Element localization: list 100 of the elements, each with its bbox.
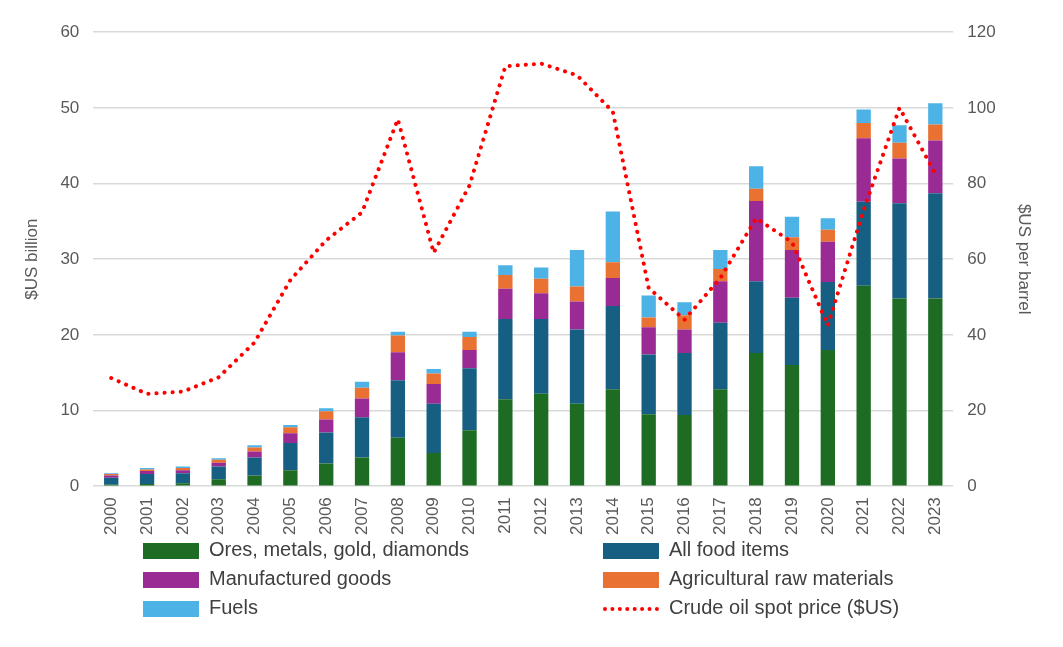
bar [104, 477, 119, 485]
x-tick-label: 2001 [136, 497, 156, 536]
bar [713, 389, 728, 486]
bar [534, 293, 549, 319]
bar [605, 306, 621, 390]
bar [749, 166, 764, 189]
bar [713, 281, 728, 323]
bar [534, 267, 549, 279]
bar [390, 437, 406, 486]
bar [354, 398, 370, 418]
bar [749, 200, 764, 282]
bar [139, 474, 155, 484]
x-tick-label: 2019 [781, 497, 801, 536]
bar [605, 278, 621, 307]
x-tick-label: 2007 [351, 497, 371, 536]
bar [820, 218, 835, 230]
bar [211, 479, 226, 486]
x-tick-label: 2016 [674, 497, 694, 536]
bar [354, 457, 370, 486]
bar [928, 140, 943, 194]
bar [319, 408, 334, 412]
x-tick-label: 2011 [495, 497, 515, 534]
bar [928, 124, 943, 141]
bar [892, 125, 907, 143]
bar [641, 414, 656, 486]
bar [462, 337, 477, 350]
y2-tick-label: 60 [967, 248, 987, 268]
bar [820, 229, 835, 242]
bar [462, 349, 477, 369]
bar [641, 295, 656, 318]
bar [784, 297, 800, 366]
legend-label: Ores, metals, gold, diamonds [209, 538, 470, 560]
y-tick-label: 0 [69, 475, 80, 495]
bar [247, 451, 262, 458]
bar [426, 403, 441, 453]
bar [211, 462, 226, 467]
bar [426, 384, 441, 404]
bar [749, 281, 764, 354]
bar [462, 331, 477, 338]
bar [462, 368, 477, 431]
y-tick-label: 50 [60, 97, 80, 117]
x-tick-label: 2018 [745, 497, 765, 536]
bar [677, 329, 692, 354]
bar [283, 424, 298, 428]
bar [390, 335, 406, 353]
bar [820, 281, 835, 350]
bar [856, 201, 871, 286]
bar [498, 399, 513, 486]
bar [354, 387, 370, 399]
x-tick-label: 2015 [638, 497, 658, 536]
x-tick-label: 2003 [208, 497, 228, 536]
bar [784, 250, 800, 298]
bar [605, 211, 621, 263]
x-tick-label: 2012 [530, 497, 550, 536]
bar [319, 419, 334, 433]
line-series [109, 61, 938, 396]
y2-tick-label: 120 [967, 21, 996, 41]
x-tick-label: 2008 [387, 497, 407, 536]
bar [928, 193, 943, 299]
x-tick-label: 2004 [244, 497, 264, 536]
bar [749, 353, 764, 486]
bar [283, 443, 298, 471]
bar [354, 417, 370, 458]
x-tick-label: 2023 [925, 497, 945, 536]
legend-label: Fuels [209, 596, 258, 618]
bar [569, 286, 585, 302]
y-tick-label: 40 [60, 173, 80, 193]
bar [390, 352, 406, 381]
bar [534, 278, 549, 294]
bar [641, 327, 656, 355]
bar [534, 393, 549, 486]
x-tick-label: 2017 [710, 497, 730, 536]
bar [641, 354, 656, 415]
bar [247, 457, 262, 476]
bar [856, 123, 871, 139]
bar [641, 317, 656, 328]
bar [892, 203, 907, 299]
bar [390, 331, 406, 336]
y-tick-label: 20 [60, 324, 80, 344]
x-tick-label: 2000 [100, 497, 120, 536]
x-tick-label: 2005 [280, 497, 300, 536]
bar [498, 288, 513, 319]
bar [784, 216, 800, 238]
bar [784, 365, 800, 486]
bar [892, 298, 907, 486]
bar [569, 301, 585, 330]
legend-label: All food items [669, 538, 790, 560]
x-tick-label: 2009 [423, 497, 443, 536]
bar [713, 322, 728, 390]
bar [928, 298, 943, 486]
bar [749, 188, 764, 201]
bar [498, 265, 513, 276]
bar [247, 475, 262, 486]
x-tick-label: 2002 [172, 497, 192, 536]
bar [713, 250, 728, 270]
bar [569, 403, 585, 486]
bar [498, 318, 513, 400]
x-tick-label: 2021 [853, 497, 873, 536]
legend-label: Agricultural raw materials [669, 567, 894, 589]
bar [820, 241, 835, 282]
